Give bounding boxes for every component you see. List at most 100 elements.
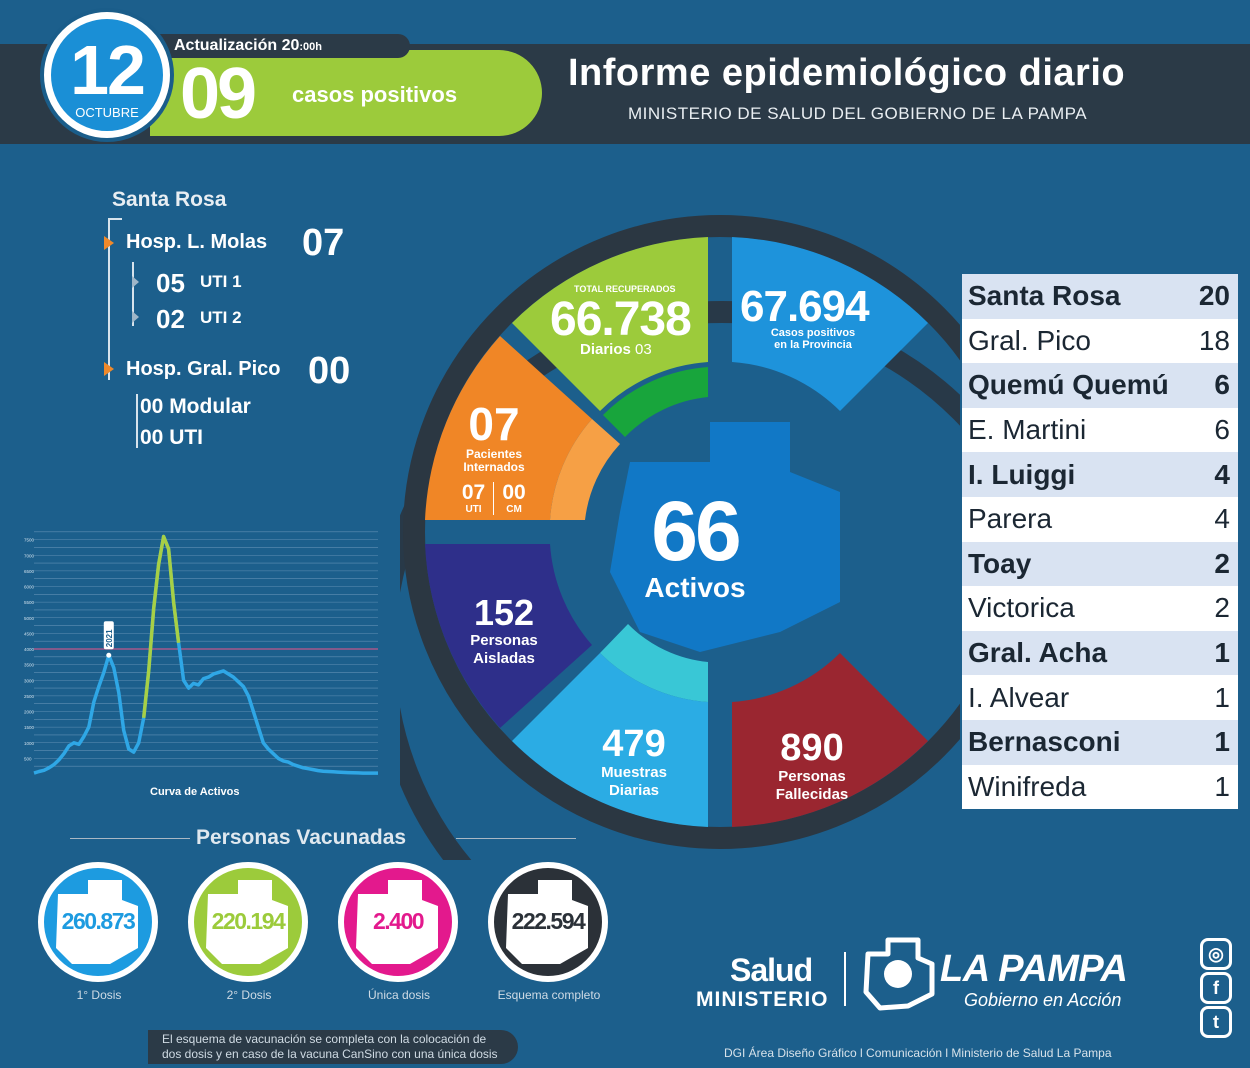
locality-row: I. Alvear 1 <box>962 675 1238 720</box>
fallecidas-block: 890 Personas Fallecidas <box>762 728 862 804</box>
locality-value: 1 <box>1214 681 1230 713</box>
locality-name: Gral. Acha <box>968 637 1108 669</box>
credits: DGI Área Diseño Gráfico l Comunicación l… <box>724 1046 1112 1060</box>
y-tick-label: 3000 <box>24 678 35 683</box>
active-cases-line-highlight <box>141 534 181 718</box>
uti1-value: 05 <box>156 268 185 298</box>
annotation-box <box>103 621 114 650</box>
segment-positivos <box>732 237 928 411</box>
la-pampa-emblem-icon <box>863 937 935 1011</box>
segment-muestras <box>512 653 708 827</box>
vaccine-circle: 2.400 <box>338 862 458 982</box>
segment-fallecidas <box>732 653 928 827</box>
y-tick-label: 1000 <box>24 741 35 746</box>
vaccine-note: El esquema de vacunación se completa con… <box>148 1030 518 1064</box>
salud-logo-text: Salud <box>730 952 813 988</box>
vaccine-circle: 220.194 <box>188 862 308 982</box>
annotation-point <box>106 652 112 658</box>
positive-cases-label: casos positivos <box>292 82 458 107</box>
y-tick-label: 7000 <box>24 553 35 558</box>
annotation-label: 2021 <box>105 629 114 647</box>
vaccines-title: Personas Vacunadas <box>196 826 407 849</box>
cm-label: CM <box>506 504 522 515</box>
instagram-icon[interactable]: ◎ <box>1200 938 1232 970</box>
y-tick-label: 4500 <box>24 631 35 636</box>
date-badge: 12 OCTUBRE <box>44 12 170 138</box>
locality-row: Parera 4 <box>962 496 1238 542</box>
active-cases-chart: 500 1000 1500 2000 2500 3000 3500 4000 4500 5000 5… <box>24 531 378 775</box>
uti-value: 07 <box>461 481 486 504</box>
y-tick-label: 2000 <box>24 710 35 715</box>
y-tick-label: 4000 <box>24 647 35 652</box>
activos-block: 66 Activos <box>630 488 760 602</box>
internados-block: 07 Pacientes Internados 07 UTI 00 CM <box>444 400 544 515</box>
locality-row: I. Luiggi 4 <box>962 452 1238 497</box>
localities-table: Santa Rosa 20 Gral. Pico 18 Quemú Quemú 6 E. M… <box>962 274 1238 810</box>
twitter-icon[interactable]: t <box>1200 1006 1232 1038</box>
aisladas-label: Personas Aisladas <box>470 632 538 667</box>
locality-row: Santa Rosa 20 <box>962 274 1238 319</box>
page-title: Informe epidemiológico diario <box>568 52 1126 94</box>
locality-row: Winifreda 1 <box>962 764 1238 810</box>
pampa-map-shape <box>610 422 840 652</box>
la-pampa-logo-text: LA PAMPA <box>940 948 1128 990</box>
facebook-icon[interactable]: f <box>1200 972 1232 1004</box>
aisladas-block: 152 Personas Aisladas <box>454 594 554 668</box>
vaccine-item: 222.594 Esquema completo <box>488 862 610 1002</box>
vaccine-value: 222.594 <box>511 908 586 934</box>
locality-row: E. Martini 6 <box>962 407 1238 453</box>
locality-value: 6 <box>1214 369 1230 401</box>
vaccine-value: 260.873 <box>61 908 136 934</box>
active-cases-line <box>33 534 378 775</box>
locality-value: 1 <box>1214 637 1230 669</box>
internados-value: 07 <box>468 398 520 450</box>
recuperados-value: 66.738 <box>550 293 692 346</box>
vaccine-value: 2.400 <box>372 908 425 934</box>
locality-row: Victorica 2 <box>962 586 1238 631</box>
vaccine-label: 2° Dosis <box>226 988 272 1002</box>
segment-aisladas <box>425 544 592 728</box>
positive-cases-count: 09 <box>180 54 257 134</box>
vaccine-circle: 260.873 <box>38 862 158 982</box>
y-tick-label: 5000 <box>24 616 35 621</box>
ministerio-logo-text: MINISTERIO <box>696 988 829 1011</box>
locality-value: 18 <box>1198 324 1230 356</box>
vaccine-item: 220.194 2° Dosis <box>188 862 310 1002</box>
recuperados-daily: Diarios 03 <box>580 341 652 358</box>
segment-recuperados <box>512 237 708 411</box>
segment-internados <box>425 336 592 520</box>
hospital-city: Santa Rosa <box>112 188 227 211</box>
internados-label: Pacientes Internados <box>463 447 525 474</box>
muestras-label: Muestras Diarias <box>601 764 667 799</box>
y-tick-label: 5500 <box>24 600 35 605</box>
y-tick-label: 3500 <box>24 663 35 668</box>
locality-name: Winifreda <box>968 770 1087 802</box>
vaccine-label: Esquema completo <box>497 988 601 1002</box>
locality-name: I. Alvear <box>968 681 1070 713</box>
locality-name: Santa Rosa <box>968 280 1121 312</box>
y-tick-label: 2500 <box>24 694 35 699</box>
locality-value: 4 <box>1214 458 1230 490</box>
locality-name: Victorica <box>968 592 1075 624</box>
y-tick-label: 6500 <box>24 569 35 574</box>
locality-value: 20 <box>1198 280 1230 312</box>
activos-label: Activos <box>644 572 746 603</box>
summary-ring <box>400 215 960 860</box>
page-subtitle: MINISTERIO DE SALUD DEL GOBIERNO DE LA P… <box>628 104 1088 123</box>
uti-label: UTI <box>465 504 482 515</box>
locality-name: I. Luiggi <box>968 458 1076 490</box>
muestras-block: 479 Muestras Diarias <box>584 724 684 800</box>
vaccine-item: 2.400 Única dosis <box>338 862 460 1002</box>
y-tick-label: 1500 <box>24 725 35 730</box>
fallecidas-label: Personas Fallecidas <box>775 768 849 803</box>
hospital-molas-value: 07 <box>302 222 345 264</box>
cm-value: 00 <box>502 481 526 504</box>
locality-value: 1 <box>1214 770 1230 802</box>
locality-row: Gral. Acha 1 <box>962 630 1238 676</box>
vaccine-label: Única dosis <box>367 988 431 1002</box>
locality-value: 6 <box>1214 414 1230 446</box>
positive-cases-pill <box>150 50 542 136</box>
locality-name: Quemú Quemú <box>968 369 1169 401</box>
aisladas-value: 152 <box>473 592 535 633</box>
muestras-value: 479 <box>602 723 666 765</box>
